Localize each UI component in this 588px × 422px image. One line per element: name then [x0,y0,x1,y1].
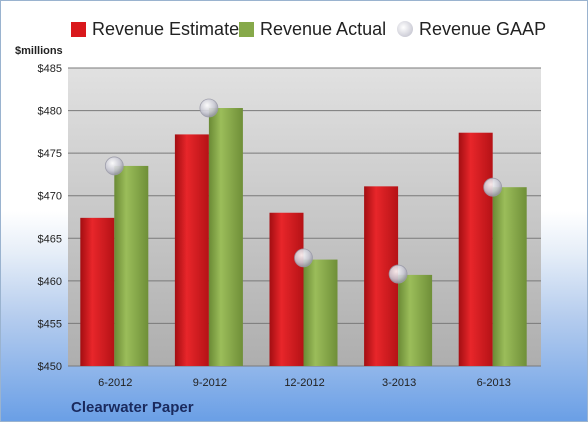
gaap-marker-6-2013 [483,177,503,197]
y-tick-label: $450 [38,361,62,373]
actual-bar-9-2012 [208,108,243,366]
legend-marker-gaap [397,21,413,37]
legend-item-estimate: Revenue Estimate [71,17,239,41]
gaap-marker-6-2012 [104,156,124,176]
y-tick-label: $460 [38,276,62,288]
legend-label-estimate: Revenue Estimate [92,18,240,39]
legend-item-gaap: Revenue GAAP [397,17,546,41]
bars [80,108,527,366]
company-name: Clearwater Paper [71,399,194,416]
y-tick-label: $480 [38,106,62,118]
estimate-bar-12-2012 [269,212,304,366]
y-axis-label: $millions [15,45,63,57]
actual-bar-12-2012 [303,259,338,366]
y-tick-label: $455 [38,318,62,330]
legend-label-gaap: Revenue GAAP [419,18,547,39]
x-tick-label: 12-2012 [284,377,324,389]
actual-bar-3-2013 [398,274,433,366]
x-tick-label: 3-2013 [382,377,416,389]
estimate-bar-6-2013 [458,132,493,366]
gaap-marker-3-2013 [388,264,408,284]
y-tick-label: $485 [38,63,62,75]
legend-item-actual: Revenue Actual [239,17,386,41]
gaap-marker-12-2012 [294,248,313,268]
actual-bar-6-2012 [114,165,149,366]
estimate-bar-6-2012 [80,217,115,366]
legend-swatch-actual [239,21,254,37]
x-axis-ticks: 6-2012 9-2012 12-2012 3-2013 6-2013 [98,377,511,389]
legend-label-actual: Revenue Actual [260,18,387,39]
estimate-bar-9-2012 [174,134,209,366]
x-tick-label: 6-2013 [477,377,511,389]
actual-bar-6-2013 [492,187,527,366]
y-tick-label: $475 [38,148,62,160]
y-tick-label: $470 [38,191,62,203]
legend-swatch-estimate [71,21,86,37]
y-tick-label: $465 [38,233,62,245]
y-axis-ticks: $450 $455 $460 $465 $470 $475 $480 $485 [38,63,62,373]
gaap-markers [104,98,503,284]
x-tick-label: 6-2012 [98,377,132,389]
legend: Revenue Estimate Revenue Actual Revenue … [1,13,587,43]
x-tick-label: 9-2012 [193,377,227,389]
gaap-marker-9-2012 [199,98,219,118]
